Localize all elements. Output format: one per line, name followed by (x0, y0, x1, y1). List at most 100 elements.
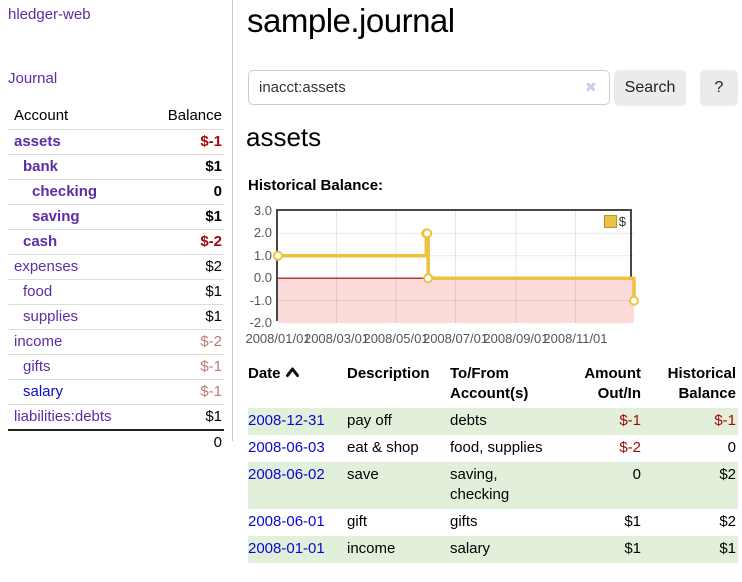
register-date-link: 2008-06-03 (248, 435, 347, 462)
register-date-link[interactable]: 2008-01-01 (248, 540, 325, 557)
search-button[interactable]: Search (614, 70, 686, 106)
sidebar-divider (232, 0, 233, 441)
register-amount: $-1 (558, 408, 643, 435)
register-balance: $1 (643, 536, 738, 563)
brand-link[interactable]: hledger-web (8, 6, 91, 23)
chart-title: Historical Balance: (248, 177, 384, 194)
register-description: save (347, 462, 450, 509)
sort-asc-icon (285, 364, 299, 384)
register-date-link: 2008-12-31 (248, 408, 347, 435)
register-accounts: debts (450, 408, 558, 435)
sidebar-account-link[interactable]: checking (32, 183, 98, 200)
sidebar-account-row: cash $-2 (8, 229, 224, 255)
register-date-link: 2008-01-01 (248, 536, 347, 563)
register-balance: $-1 (643, 408, 738, 435)
sidebar-account-link[interactable]: assets (14, 133, 61, 150)
register-description: income (347, 536, 450, 563)
sidebar-account-balance: $-1 (142, 354, 224, 380)
register-description: gift (347, 513, 368, 530)
register-row: 2008-06-02 save saving, checking 0 $2 (248, 462, 738, 509)
accounts-header-row: Account Balance (8, 103, 224, 130)
data-point-marker (422, 228, 433, 239)
register-balance: $2 (719, 513, 736, 530)
register-balance: 0 (727, 439, 736, 456)
data-point-marker (423, 273, 434, 284)
register-header-row: Date Description To/From Account(s) Amou… (248, 360, 738, 408)
sidebar-account-row: expenses $2 (8, 254, 224, 280)
sidebar-account-balance: $1 (142, 279, 224, 305)
sidebar-accounts-body: assets $-1 bank $1 checking 0 saving $1 cash $-2 e… (8, 129, 224, 430)
sidebar-account-balance: $-1 (142, 379, 224, 405)
register-header-date[interactable]: Date (248, 360, 347, 408)
clear-search-icon[interactable]: ✖ (585, 79, 597, 95)
register-amount: $1 (558, 536, 643, 563)
sidebar-account-row: checking 0 (8, 179, 224, 205)
x-axis-tick-label: 2008/01/01 (245, 331, 311, 346)
sidebar-account-link[interactable]: bank (23, 158, 59, 175)
x-axis-tick-label: 2008/07/01 (422, 331, 489, 346)
y-axis-tick-label: 2.0 (253, 225, 272, 241)
register-header-description: Description (347, 365, 430, 382)
sidebar-account-row: gifts $-1 (8, 354, 224, 380)
register-date-link: 2008-06-01 (248, 509, 347, 536)
register-row: 2008-01-01 income salary $1 $1 (248, 536, 738, 563)
register-date-link[interactable]: 2008-12-31 (248, 412, 325, 429)
sidebar-account-row: assets $-1 (8, 129, 224, 155)
sidebar-account-link[interactable]: cash (23, 233, 58, 250)
register-header-amount: Amount Out/In (584, 365, 641, 402)
register-amount: $1 (624, 513, 641, 530)
sidebar-account-link[interactable]: income (14, 333, 63, 350)
sidebar-account-link[interactable]: saving (32, 208, 80, 225)
account-page-title: assets (246, 122, 322, 152)
chart-canvas (273, 211, 639, 323)
sidebar-account-row: food $1 (8, 279, 224, 305)
register-header-balance: Historical Balance (667, 365, 736, 402)
x-axis-tick-label: 2008/03/01 (303, 331, 370, 346)
y-axis-tick-label: -2.0 (249, 315, 272, 330)
sidebar-item-journal[interactable]: Journal (8, 70, 58, 87)
accounts-total-value: 0 (142, 429, 224, 455)
register-table: Date Description To/From Account(s) Amou… (248, 360, 738, 563)
register-row: 2008-12-31 pay off debts $-1 $-1 (248, 408, 738, 435)
sidebar-account-link[interactable]: gifts (23, 358, 51, 375)
search-input[interactable] (248, 70, 610, 105)
help-button[interactable]: ? (700, 70, 738, 106)
legend-label: $ (618, 214, 626, 229)
historical-balance-chart: 3.0 2.0 1.0 0.0 -1.0 -2.0 $ 2008/01/01 2008/03… (245, 200, 646, 348)
register-accounts: gifts (450, 513, 478, 530)
register-description: eat & shop (347, 439, 419, 456)
sidebar-account-balance: $1 (142, 154, 224, 180)
register-body: 2008-12-31 pay off debts $-1 $-1 2008-06-03 ea… (248, 408, 738, 563)
register-date-link[interactable]: 2008-06-03 (248, 439, 325, 456)
register-description: pay off (347, 408, 450, 435)
sidebar-account-balance: $1 (142, 304, 224, 330)
page-title: sample.journal (247, 2, 455, 39)
sidebar-account-row: income $-2 (8, 329, 224, 355)
sidebar-account-row: liabilities:debts $1 (8, 404, 224, 430)
register-date-link[interactable]: 2008-06-02 (248, 466, 325, 483)
sidebar-account-row: supplies $1 (8, 304, 224, 330)
register-amount: $-2 (619, 439, 641, 456)
sidebar-account-link[interactable]: liabilities:debts (14, 408, 112, 425)
sidebar-account-link[interactable]: salary (23, 383, 64, 400)
register-balance: $2 (643, 462, 738, 509)
sidebar-account-link[interactable]: food (23, 283, 53, 300)
sidebar-account-row: salary $-1 (8, 379, 224, 405)
register-date-link: 2008-06-02 (248, 462, 347, 509)
sidebar-account-link[interactable]: expenses (14, 258, 79, 275)
chart-plot: $ (273, 209, 639, 323)
legend-swatch-icon (603, 215, 617, 228)
register-accounts: salary (450, 536, 558, 563)
register-row: 2008-06-01 gift gifts $1 $2 (248, 509, 738, 536)
register-amount: 0 (558, 462, 643, 509)
sidebar-account-balance: $2 (142, 254, 224, 280)
y-axis-tick-label: 1.0 (253, 247, 272, 263)
sidebar-account-balance: 0 (142, 179, 224, 205)
sidebar-account-balance: $-1 (142, 129, 224, 155)
data-point-marker (629, 295, 639, 306)
sidebar-account-link[interactable]: supplies (23, 308, 79, 325)
register-date-link[interactable]: 2008-06-01 (248, 513, 325, 530)
accounts-header-balance: Balance (167, 107, 222, 124)
accounts-header-account: Account (14, 107, 69, 124)
register-row: 2008-06-03 eat & shop food, supplies $-2 0 (248, 435, 738, 462)
